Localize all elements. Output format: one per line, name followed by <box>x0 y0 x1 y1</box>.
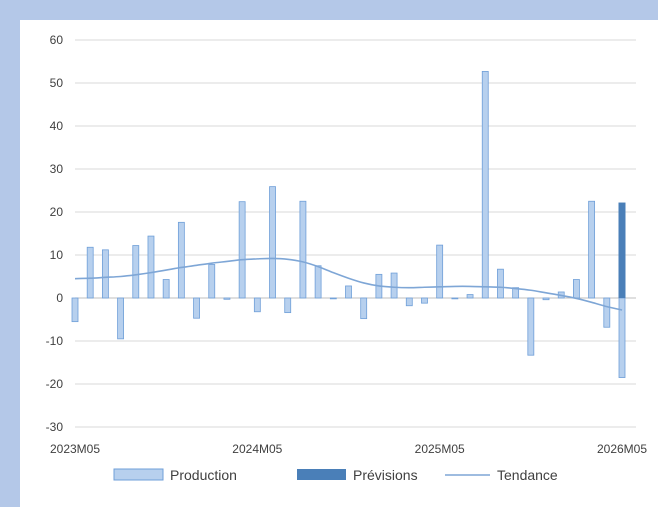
legend-forecast-label: Prévisions <box>353 467 418 483</box>
y-tick-label: 0 <box>56 291 63 305</box>
x-tick-label: 2024M05 <box>232 442 282 456</box>
bars <box>71 70 626 378</box>
y-tick-label: 30 <box>50 162 64 176</box>
production-bar <box>238 201 246 299</box>
production-bar <box>71 297 79 323</box>
production-bar <box>466 294 474 299</box>
production-bar <box>360 297 368 320</box>
production-bar <box>284 297 292 314</box>
production-bar <box>497 268 504 299</box>
production-bar <box>481 70 489 299</box>
production-bar <box>451 297 459 300</box>
y-tick-label: 20 <box>50 205 64 219</box>
production-bar <box>390 272 398 299</box>
legend-production-label: Production <box>170 467 237 483</box>
production-bar <box>542 297 550 301</box>
production-bar <box>512 287 520 299</box>
legend-trend-label: Tendance <box>497 467 558 483</box>
x-tick-label: 2025M05 <box>415 442 465 456</box>
production-bar <box>405 297 413 307</box>
y-axis-ticks: 60 50 40 30 20 10 0 -10 -20 -30 <box>46 33 64 434</box>
production-bar <box>269 186 276 299</box>
production-bar <box>223 297 231 300</box>
chart-frame: 60 50 40 30 20 10 0 -10 -20 -30 2023M05 2024M05 202… <box>20 20 658 507</box>
y-tick-label: -30 <box>46 420 64 434</box>
production-bar <box>86 246 94 299</box>
production-bar <box>253 297 261 313</box>
production-bar <box>117 297 124 340</box>
production-bar <box>314 265 322 299</box>
trend-line-group <box>74 257 623 311</box>
production-bar <box>101 249 109 299</box>
production-bar <box>345 285 352 299</box>
y-tick-label: 60 <box>50 33 64 47</box>
production-bar <box>208 264 216 299</box>
production-bar <box>527 297 535 356</box>
production-bar <box>193 297 200 319</box>
production-bar <box>299 200 307 299</box>
y-tick-label: 50 <box>50 76 64 90</box>
y-tick-label: 10 <box>50 248 64 262</box>
legend-forecast-swatch <box>297 469 346 480</box>
production-bar <box>588 200 596 299</box>
y-tick-label: -10 <box>46 334 64 348</box>
x-tick-label: 2023M05 <box>50 442 100 456</box>
trend-line <box>74 257 623 311</box>
y-tick-label: -20 <box>46 377 64 391</box>
gridlines <box>75 39 636 428</box>
production-bar <box>132 245 140 299</box>
y-tick-label: 40 <box>50 119 64 133</box>
forecast-bar <box>618 202 626 298</box>
production-bar <box>421 297 428 304</box>
production-bar <box>603 297 611 328</box>
legend-production-swatch <box>113 468 164 481</box>
legend: Production Prévisions Tendance <box>113 467 558 483</box>
production-bar <box>162 279 170 299</box>
production-bar <box>329 297 337 300</box>
x-axis-ticks: 2023M05 2024M05 2025M05 2026M05 <box>50 442 647 456</box>
production-bar <box>177 221 185 299</box>
production-bar <box>147 235 155 299</box>
production-bar <box>436 244 444 299</box>
x-tick-label: 2026M05 <box>597 442 647 456</box>
production-bar <box>573 279 580 299</box>
